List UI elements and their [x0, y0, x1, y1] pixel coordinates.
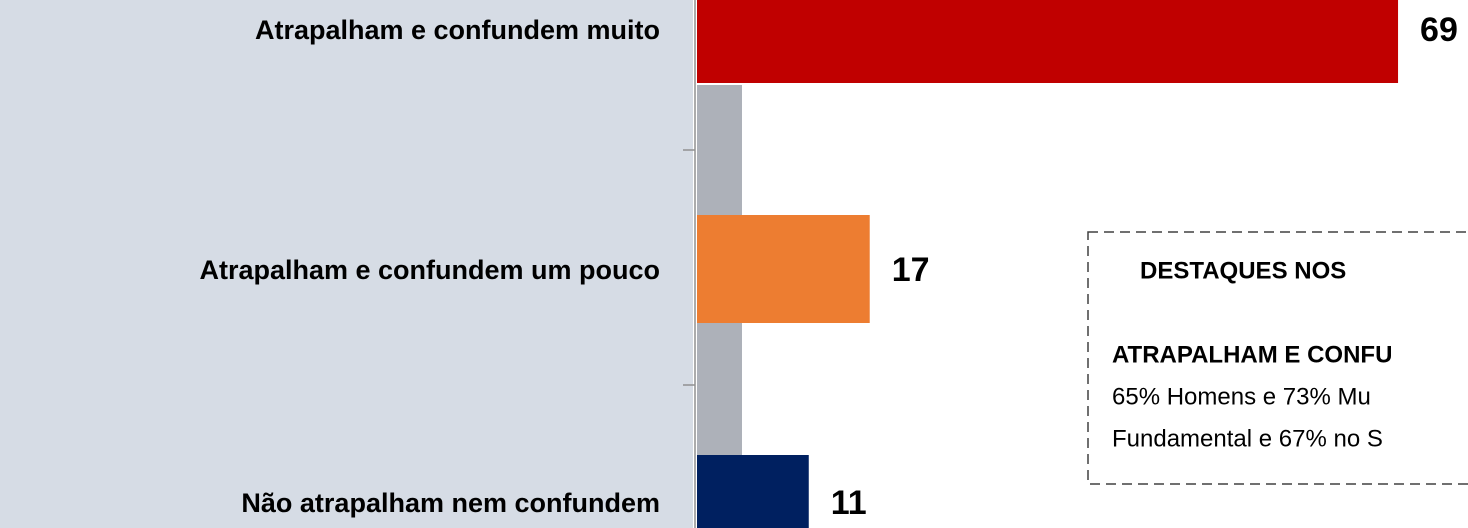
gray-strip — [697, 85, 742, 215]
label-panel — [0, 0, 693, 528]
value-label: 11 — [831, 484, 867, 522]
annotation-line: Fundamental e 67% no S — [1112, 425, 1383, 452]
category-label: Atrapalham e confundem muito — [255, 15, 660, 45]
bar — [697, 215, 870, 323]
annotation-title: DESTAQUES NOS — [1140, 257, 1346, 284]
bar — [697, 455, 809, 528]
annotation-subtitle: ATRAPALHAM E CONFU — [1112, 341, 1392, 368]
value-label: 69 — [1420, 11, 1458, 49]
bar — [697, 0, 1399, 83]
category-label: Não atrapalham nem confundem — [241, 488, 660, 518]
annotation-box — [1087, 231, 1468, 485]
annotation-line: 65% Homens e 73% Mu — [1112, 383, 1371, 410]
value-label: 17 — [892, 251, 930, 289]
gray-strip — [697, 323, 742, 455]
category-label: Atrapalham e confundem um pouco — [199, 255, 660, 285]
